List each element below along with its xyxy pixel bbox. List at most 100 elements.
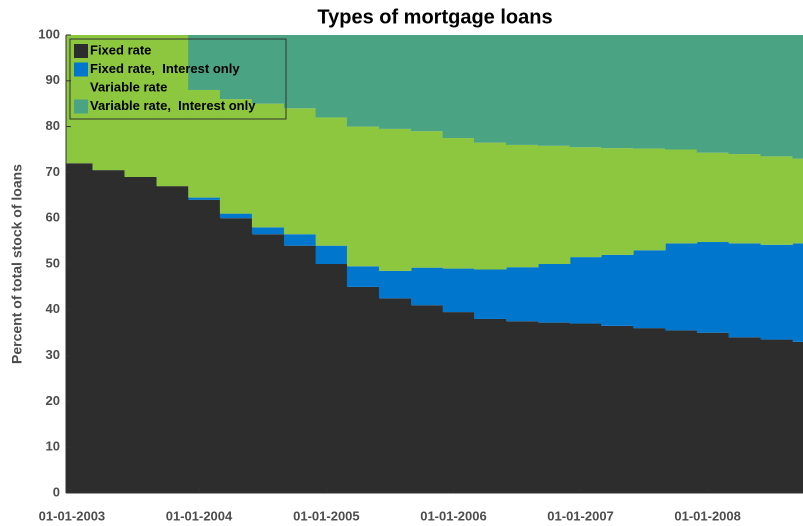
y-tick-label: 20 [46, 393, 60, 408]
area-step [665, 149, 698, 244]
area-step [633, 328, 666, 493]
area-step [506, 35, 539, 145]
area-step [219, 35, 253, 100]
y-tick-label: 30 [46, 347, 60, 362]
area-step [633, 35, 666, 149]
area-step [283, 35, 317, 109]
area-step [219, 213, 253, 219]
area-step [188, 35, 221, 90]
x-tick-label: 01-01-2004 [166, 508, 233, 523]
y-tick-label: 40 [46, 301, 60, 316]
area-step [219, 218, 253, 493]
y-tick-label: 100 [38, 26, 60, 41]
area-step [442, 268, 475, 313]
area-step [474, 35, 507, 143]
area-step [601, 325, 634, 493]
area-step [792, 243, 803, 342]
area-step [251, 103, 285, 228]
area-step [411, 35, 444, 132]
area-step [188, 89, 221, 198]
y-tick-label: 0 [53, 484, 60, 499]
legend-swatch [74, 44, 88, 58]
area-step [411, 305, 444, 493]
area-step [251, 234, 285, 494]
area-step [315, 35, 348, 118]
area-step [792, 341, 803, 493]
area-step [601, 35, 634, 149]
x-tick-label: 01-01-2006 [420, 508, 487, 523]
area-step [283, 234, 317, 246]
y-tick-label: 70 [46, 164, 60, 179]
area-step [442, 312, 475, 493]
y-tick-label: 90 [46, 72, 60, 87]
area-step [601, 254, 634, 326]
y-tick-label: 10 [46, 439, 60, 454]
area-step [696, 242, 730, 333]
area-step [569, 35, 602, 148]
area-step [378, 128, 412, 271]
area-step [346, 126, 380, 267]
area-step [538, 322, 571, 493]
area-step [538, 35, 571, 146]
area-step [188, 197, 221, 200]
area-step [283, 245, 317, 493]
area-step [411, 267, 444, 306]
area-step [538, 264, 571, 323]
area-step [124, 35, 158, 177]
area-step [219, 99, 253, 214]
area-step [665, 330, 698, 493]
area-step [792, 158, 803, 244]
legend-box [69, 38, 287, 120]
area-step [378, 298, 412, 493]
area-step [569, 147, 602, 258]
area-step [92, 170, 126, 494]
area-step [156, 186, 189, 493]
area-step [92, 35, 126, 171]
area-step [760, 244, 794, 340]
area-step [696, 332, 730, 493]
area-step [188, 199, 221, 493]
legend-swatch [74, 99, 88, 114]
area-step [760, 35, 794, 157]
area-step [696, 35, 730, 153]
area-step [601, 148, 634, 255]
area-step [283, 108, 317, 235]
area-step [378, 270, 412, 299]
area-step [251, 227, 285, 235]
x-tick-label: 01-01-2003 [39, 508, 106, 523]
area-step [696, 152, 730, 243]
area-step [442, 35, 475, 139]
area-step [315, 245, 348, 264]
legend-label: Fixed rate [90, 42, 151, 57]
legend-swatch [74, 62, 88, 77]
area-step [728, 35, 762, 155]
area-step [633, 250, 666, 329]
x-tick-label: 01-01-2005 [293, 508, 360, 523]
area-step [569, 257, 602, 324]
area-step [66, 163, 94, 494]
legend-label: Variable rate [90, 79, 167, 94]
area-step [346, 286, 380, 493]
area-step [792, 35, 803, 159]
area-step [474, 142, 507, 270]
area-step [569, 323, 602, 493]
area-step [124, 176, 158, 494]
area-step [665, 35, 698, 150]
legend-label: Fixed rate, Interest only [90, 61, 240, 76]
area-step [411, 131, 444, 268]
y-tick-label: 60 [46, 210, 60, 225]
area-step [760, 156, 794, 245]
area-step [442, 138, 475, 269]
legend-label: Variable rate, Interest only [90, 98, 256, 113]
area-step [665, 243, 698, 331]
area-step [728, 337, 762, 493]
area-step [474, 269, 507, 319]
area-step [728, 154, 762, 244]
x-tick-label: 01-01-2008 [674, 508, 741, 523]
area-step [506, 321, 539, 493]
area-step [506, 144, 539, 268]
area-step [474, 318, 507, 493]
area-step [506, 267, 539, 322]
y-axis-label: Percent of total stock of loans [9, 164, 25, 364]
